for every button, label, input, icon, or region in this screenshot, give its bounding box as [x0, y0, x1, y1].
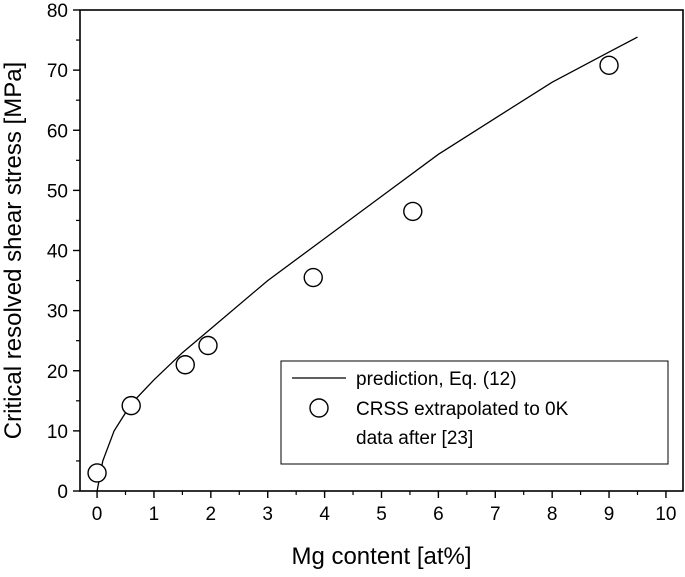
x-tick-label-5: 5 [376, 504, 387, 525]
x-tick-label-8: 8 [547, 504, 558, 525]
x-tick-label-10: 10 [655, 504, 676, 525]
y-tick-label-40: 40 [47, 242, 68, 263]
y-tick-label-80: 80 [47, 1, 68, 22]
data-point-4 [303, 267, 323, 288]
plot-frame [79, 9, 684, 492]
y-tick-label-60: 60 [47, 121, 68, 142]
x-axis-title: Mg content [at%] [291, 543, 471, 570]
x-tick-label-7: 7 [490, 504, 501, 525]
data-point-2 [175, 355, 195, 375]
legend-circle-marker [309, 398, 329, 418]
y-axis-title: Critical resolved shear stress [MPa] [0, 62, 27, 439]
x-tick-label-3: 3 [262, 504, 273, 525]
y-tick-label-0: 0 [57, 482, 68, 503]
x-tick-label-0: 0 [92, 504, 103, 525]
legend-entry-crss: CRSS extrapolated to 0K [356, 399, 569, 420]
x-tick-label-4: 4 [319, 504, 330, 525]
data-point-3 [198, 335, 218, 356]
legend: prediction, Eq. (12) CRSS extrapolated t… [280, 360, 669, 465]
y-tick-label-10: 10 [47, 422, 68, 443]
legend-entry-data-source: data after [23] [356, 428, 473, 449]
y-tick-label-20: 20 [47, 362, 68, 383]
series-line-prediction [96, 36, 638, 492]
y-tick-label-50: 50 [47, 181, 68, 202]
ticks-layer: 0 1 2 3 4 5 6 7 8 9 10 0 10 20 30 40 50 60 70 80 [47, 1, 677, 525]
x-tick-label-2: 2 [206, 504, 217, 525]
data-point-0 [87, 463, 107, 483]
x-tick-label-1: 1 [149, 504, 160, 525]
x-tick-label-9: 9 [604, 504, 615, 525]
legend-entry-prediction: prediction, Eq. (12) [356, 369, 517, 390]
y-tick-label-30: 30 [47, 302, 68, 323]
data-point-6 [599, 55, 619, 76]
y-tick-label-70: 70 [47, 61, 68, 82]
data-point-1 [121, 395, 141, 416]
legend-box [280, 360, 669, 465]
data-point-5 [403, 201, 423, 222]
x-tick-label-6: 6 [433, 504, 444, 525]
series-layer [87, 36, 638, 492]
